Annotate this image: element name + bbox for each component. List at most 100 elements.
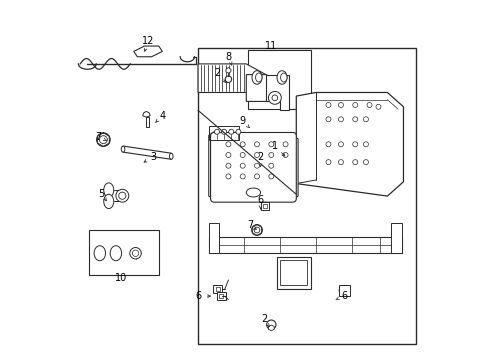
Text: 12: 12 — [142, 36, 154, 46]
Text: 9: 9 — [239, 116, 245, 126]
Text: 5: 5 — [98, 189, 104, 199]
Circle shape — [338, 117, 343, 122]
Ellipse shape — [103, 194, 114, 208]
Polygon shape — [268, 325, 274, 331]
Ellipse shape — [280, 73, 286, 82]
Circle shape — [240, 142, 244, 147]
Text: 3: 3 — [150, 152, 156, 162]
Ellipse shape — [94, 246, 105, 261]
Circle shape — [235, 129, 241, 134]
Circle shape — [366, 103, 371, 108]
Circle shape — [268, 174, 273, 179]
Polygon shape — [225, 67, 230, 73]
Circle shape — [240, 153, 244, 157]
Circle shape — [325, 117, 330, 122]
Bar — [276, 257, 310, 289]
Polygon shape — [142, 111, 150, 117]
Ellipse shape — [110, 246, 122, 261]
Ellipse shape — [103, 183, 114, 197]
Bar — [213, 285, 222, 293]
Bar — [89, 230, 159, 275]
Polygon shape — [208, 237, 401, 253]
Circle shape — [119, 192, 125, 199]
Circle shape — [363, 142, 367, 147]
Circle shape — [268, 153, 273, 157]
Circle shape — [283, 142, 287, 147]
Polygon shape — [265, 75, 288, 111]
Bar — [146, 117, 149, 127]
Text: 7: 7 — [95, 132, 101, 142]
Polygon shape — [296, 93, 403, 196]
Circle shape — [339, 285, 349, 296]
Ellipse shape — [255, 73, 262, 82]
Circle shape — [221, 129, 226, 134]
Circle shape — [254, 142, 259, 147]
Bar — [260, 202, 268, 210]
Text: 11: 11 — [264, 41, 277, 51]
Bar — [262, 204, 266, 208]
Circle shape — [283, 153, 287, 157]
Text: 2: 2 — [214, 68, 221, 78]
Ellipse shape — [169, 153, 173, 159]
Circle shape — [97, 133, 110, 147]
Circle shape — [254, 174, 259, 179]
Circle shape — [338, 159, 343, 165]
Circle shape — [363, 159, 367, 165]
Circle shape — [225, 153, 230, 157]
Text: 10: 10 — [115, 273, 127, 283]
Circle shape — [352, 159, 357, 165]
Circle shape — [228, 129, 233, 134]
Circle shape — [325, 103, 330, 108]
Circle shape — [214, 129, 219, 134]
Bar — [280, 260, 306, 285]
Circle shape — [225, 76, 231, 82]
Text: 2: 2 — [257, 152, 263, 162]
Circle shape — [375, 104, 380, 109]
Polygon shape — [198, 64, 265, 93]
Circle shape — [225, 174, 230, 179]
Circle shape — [352, 103, 357, 108]
Circle shape — [352, 117, 357, 122]
Bar — [217, 292, 225, 300]
Ellipse shape — [246, 188, 260, 197]
Circle shape — [225, 163, 230, 168]
Text: 6: 6 — [257, 195, 263, 204]
Circle shape — [254, 163, 259, 168]
Circle shape — [325, 142, 330, 147]
Ellipse shape — [276, 71, 286, 84]
Circle shape — [132, 250, 139, 256]
FancyBboxPatch shape — [210, 132, 296, 202]
Circle shape — [338, 103, 343, 108]
Text: 4: 4 — [159, 111, 165, 121]
Circle shape — [268, 91, 281, 104]
Polygon shape — [134, 46, 162, 57]
Text: 7: 7 — [246, 220, 252, 230]
Bar — [215, 287, 220, 291]
Circle shape — [254, 153, 259, 157]
Circle shape — [268, 163, 273, 168]
Circle shape — [240, 163, 244, 168]
Polygon shape — [390, 223, 401, 253]
Circle shape — [225, 142, 230, 147]
Text: 1: 1 — [271, 141, 277, 151]
Circle shape — [116, 189, 128, 202]
Circle shape — [271, 95, 277, 101]
Polygon shape — [246, 75, 280, 102]
Bar — [198, 48, 415, 344]
Circle shape — [130, 248, 141, 259]
Text: 8: 8 — [225, 52, 231, 62]
Circle shape — [251, 225, 262, 235]
Polygon shape — [208, 132, 298, 200]
Ellipse shape — [121, 146, 124, 152]
Ellipse shape — [251, 71, 262, 84]
Text: 6: 6 — [341, 291, 347, 301]
Polygon shape — [123, 146, 171, 159]
Circle shape — [266, 320, 275, 329]
Bar — [219, 294, 223, 298]
Bar — [247, 50, 310, 109]
Circle shape — [240, 174, 244, 179]
Circle shape — [352, 142, 357, 147]
Polygon shape — [208, 223, 219, 253]
Text: 2: 2 — [261, 314, 267, 324]
Bar — [208, 126, 239, 140]
